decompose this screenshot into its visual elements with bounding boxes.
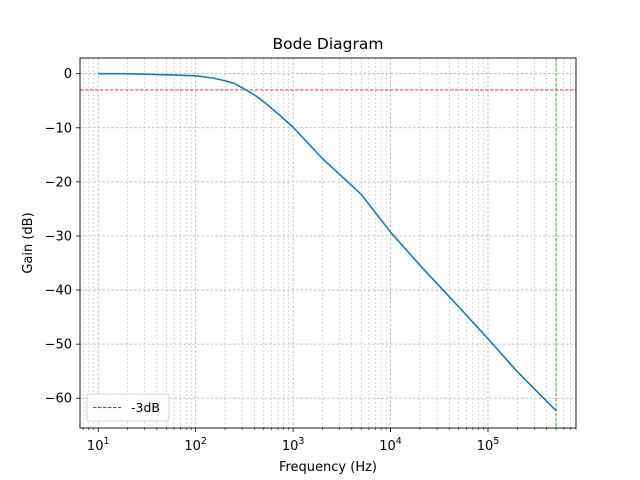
- legend-box: [86, 393, 170, 422]
- chart-title: Bode Diagram: [273, 35, 384, 53]
- grid: [80, 58, 577, 428]
- y-axis-ticks: 0 −10 −20 −30 −40 −50 −60: [45, 67, 80, 407]
- y-tick-label: −20: [45, 175, 72, 190]
- y-axis-label: Gain (dB): [21, 212, 36, 273]
- y-tick-label: −50: [45, 338, 72, 353]
- y-tick-label: −40: [45, 284, 72, 299]
- x-axis-label: Frequency (Hz): [279, 460, 377, 475]
- legend-label-3db: -3dB: [131, 400, 160, 415]
- x-tick-label: 105: [477, 436, 500, 454]
- x-tick-label: 102: [184, 436, 207, 454]
- x-tick-label: 103: [282, 436, 305, 454]
- x-tick-label: 101: [87, 436, 110, 454]
- y-tick-label: −10: [45, 121, 72, 136]
- legend: -3dB: [86, 393, 170, 422]
- gain-curve: [98, 72, 557, 412]
- reference-lines: [80, 58, 576, 428]
- plot-frame: [79, 57, 577, 429]
- y-tick-label: 0: [64, 67, 72, 82]
- x-tick-label: 104: [379, 436, 402, 454]
- y-tick-label: −60: [45, 392, 72, 407]
- x-axis-ticks: 101 102 103 104 105: [82, 428, 577, 454]
- y-tick-label: −30: [45, 229, 72, 244]
- series-layer: [98, 72, 557, 412]
